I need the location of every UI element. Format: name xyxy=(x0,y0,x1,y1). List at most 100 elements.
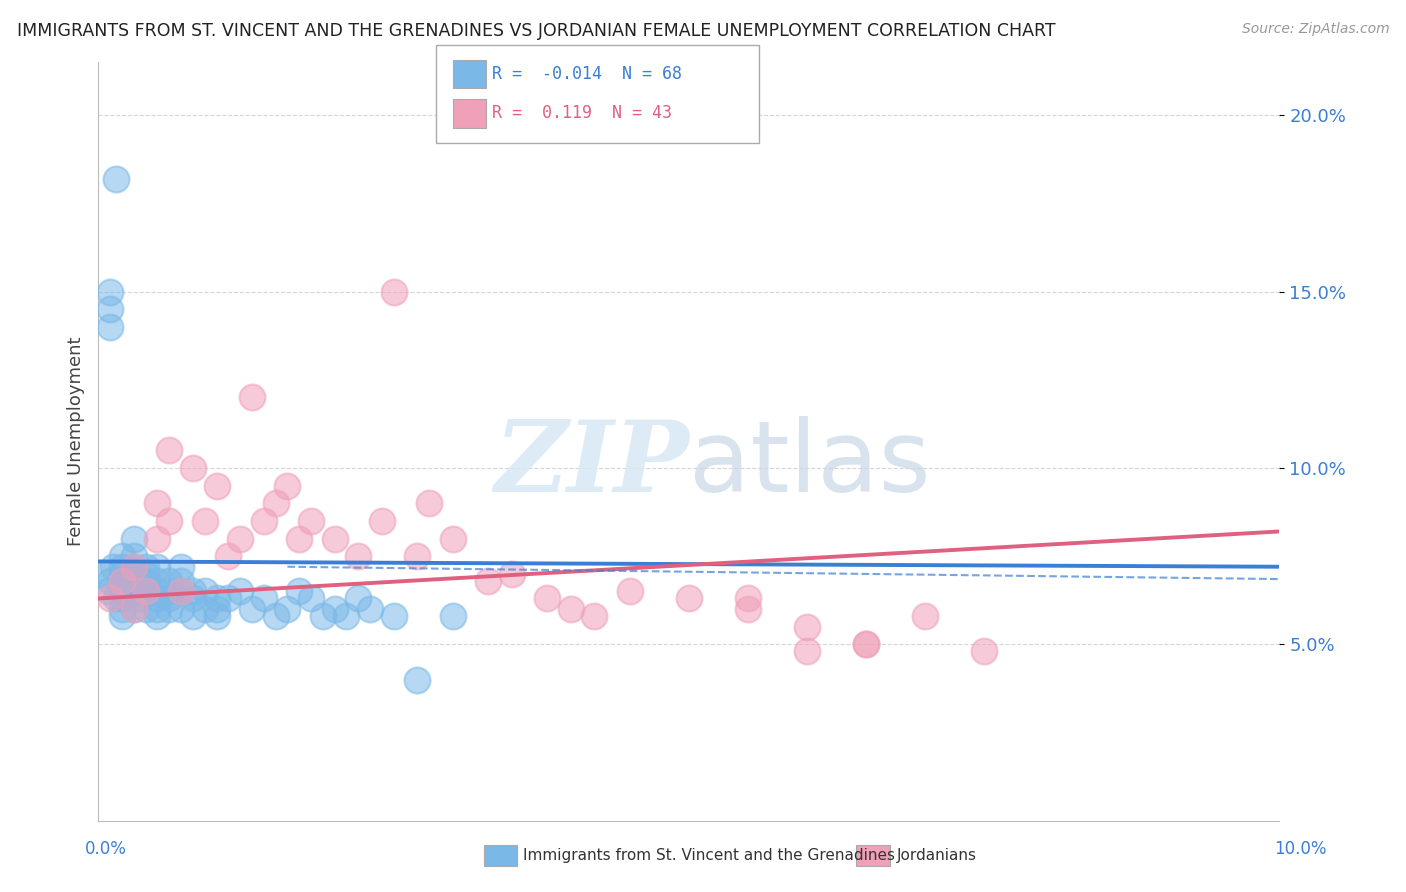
Text: R =  -0.014  N = 68: R = -0.014 N = 68 xyxy=(492,65,682,83)
Point xyxy=(288,532,311,546)
Point xyxy=(105,591,128,606)
Point xyxy=(406,549,429,563)
Point xyxy=(135,566,157,581)
Point xyxy=(973,644,995,658)
Point xyxy=(97,584,120,599)
Point xyxy=(98,285,121,299)
Point xyxy=(128,591,150,606)
Point xyxy=(276,478,298,492)
Point xyxy=(170,584,193,599)
Point xyxy=(855,637,877,651)
Text: ZIP: ZIP xyxy=(494,416,689,513)
Point xyxy=(111,609,134,624)
Text: Source: ZipAtlas.com: Source: ZipAtlas.com xyxy=(1241,22,1389,37)
Point xyxy=(170,584,193,599)
Text: Immigrants from St. Vincent and the Grenadines: Immigrants from St. Vincent and the Gren… xyxy=(523,848,896,863)
Point xyxy=(371,514,394,528)
Point xyxy=(299,591,322,606)
Point xyxy=(406,673,429,687)
Point xyxy=(359,602,381,616)
Point xyxy=(135,602,157,616)
Point xyxy=(335,609,357,624)
Point xyxy=(536,591,558,606)
Point xyxy=(122,549,145,563)
Point xyxy=(382,285,405,299)
Point xyxy=(105,171,128,186)
Point xyxy=(441,609,464,624)
Point xyxy=(205,609,228,624)
Point xyxy=(194,584,217,599)
Point xyxy=(347,549,370,563)
Text: atlas: atlas xyxy=(689,416,931,513)
Point xyxy=(181,461,204,475)
Point xyxy=(205,591,228,606)
Point xyxy=(122,574,145,588)
Point xyxy=(205,478,228,492)
Point xyxy=(146,574,169,588)
Point xyxy=(796,644,818,658)
Point xyxy=(229,584,252,599)
Point xyxy=(560,602,582,616)
Point xyxy=(111,574,134,588)
Point xyxy=(264,609,287,624)
Point xyxy=(181,609,204,624)
Point xyxy=(323,532,346,546)
Point xyxy=(122,532,145,546)
Point xyxy=(135,574,157,588)
Point xyxy=(122,559,145,574)
Point xyxy=(253,514,276,528)
Text: 10.0%: 10.0% xyxy=(1274,840,1327,858)
Text: 0.0%: 0.0% xyxy=(84,840,127,858)
Point xyxy=(441,532,464,546)
Point xyxy=(111,549,134,563)
Point xyxy=(98,574,121,588)
Text: IMMIGRANTS FROM ST. VINCENT AND THE GRENADINES VS JORDANIAN FEMALE UNEMPLOYMENT : IMMIGRANTS FROM ST. VINCENT AND THE GREN… xyxy=(17,22,1056,40)
Point xyxy=(146,602,169,616)
Point xyxy=(135,559,157,574)
Point xyxy=(93,566,115,581)
Point xyxy=(146,496,169,510)
Point xyxy=(264,496,287,510)
Point xyxy=(382,609,405,624)
Point xyxy=(146,591,169,606)
Point xyxy=(276,602,298,616)
Point xyxy=(253,591,276,606)
Text: R =  0.119  N = 43: R = 0.119 N = 43 xyxy=(492,104,672,122)
Point xyxy=(157,602,180,616)
Point xyxy=(914,609,936,624)
Point xyxy=(98,302,121,317)
Point xyxy=(111,574,134,588)
Point xyxy=(157,443,180,458)
Point xyxy=(240,391,263,405)
Point xyxy=(205,602,228,616)
Point xyxy=(347,591,370,606)
Point xyxy=(157,584,180,599)
Point xyxy=(157,591,180,606)
Point xyxy=(229,532,252,546)
Point xyxy=(101,559,124,574)
Point xyxy=(111,602,134,616)
Point xyxy=(477,574,499,588)
Point xyxy=(288,584,311,599)
Point xyxy=(217,549,239,563)
Point xyxy=(122,602,145,616)
Point xyxy=(583,609,606,624)
Point xyxy=(194,514,217,528)
Point xyxy=(170,602,193,616)
Point xyxy=(146,609,169,624)
Point xyxy=(181,584,204,599)
Point xyxy=(111,591,134,606)
Point xyxy=(146,584,169,599)
Point xyxy=(122,584,145,599)
Point xyxy=(111,584,134,599)
Point xyxy=(111,566,134,581)
Point xyxy=(299,514,322,528)
Point xyxy=(194,602,217,616)
Point xyxy=(146,532,169,546)
Point xyxy=(111,559,134,574)
Y-axis label: Female Unemployment: Female Unemployment xyxy=(66,337,84,546)
Point xyxy=(170,559,193,574)
Point xyxy=(855,637,877,651)
Point xyxy=(181,591,204,606)
Point xyxy=(98,320,121,334)
